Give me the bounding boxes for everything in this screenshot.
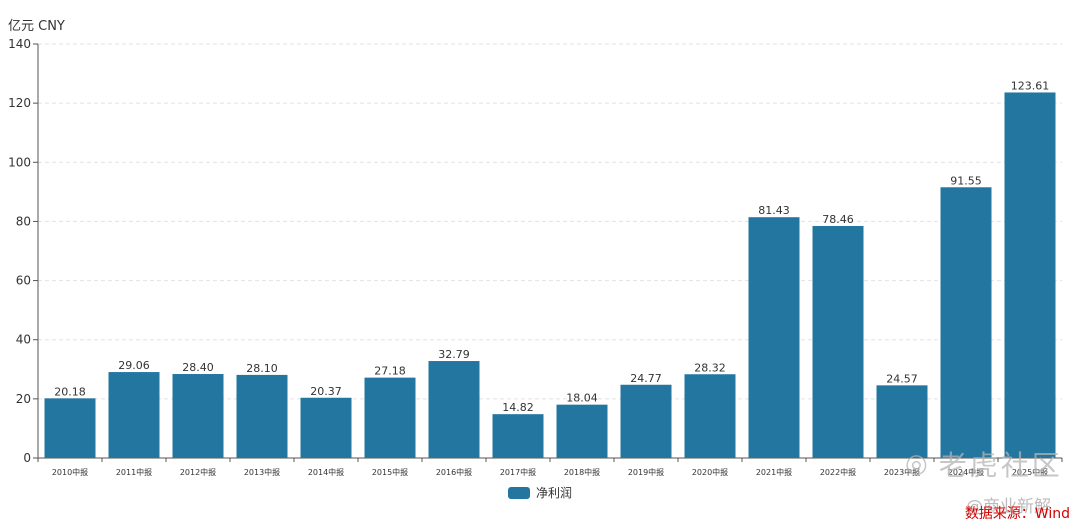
x-tick-label: 2015中报 bbox=[372, 467, 408, 477]
x-tick-label: 2012中报 bbox=[180, 467, 216, 477]
x-tick-label: 2013中报 bbox=[244, 467, 280, 477]
watermark: ◎ 老虎社区 bbox=[905, 444, 1063, 484]
x-tick-label: 2021中报 bbox=[756, 467, 792, 477]
watermark-sub: @商业新解 bbox=[966, 497, 1051, 517]
bar bbox=[1004, 92, 1056, 458]
y-tick-label: 140 bbox=[8, 37, 31, 51]
bar bbox=[428, 361, 480, 458]
data-label: 14.82 bbox=[502, 401, 534, 414]
x-tick-label: 2024中报 bbox=[948, 467, 984, 477]
y-tick-label: 120 bbox=[8, 96, 31, 110]
tiger-logo-icon: ◎ bbox=[905, 449, 931, 479]
bar bbox=[300, 397, 352, 458]
legend[interactable]: 净利润 bbox=[508, 484, 572, 501]
y-tick-label: 0 bbox=[23, 451, 31, 465]
bar bbox=[684, 374, 736, 458]
x-tick-label: 2019中报 bbox=[628, 467, 664, 477]
data-label: 24.57 bbox=[886, 372, 918, 385]
x-tick-label: 2018中报 bbox=[564, 467, 600, 477]
bar bbox=[236, 374, 288, 458]
data-label: 28.40 bbox=[182, 361, 214, 374]
data-label: 20.37 bbox=[310, 385, 342, 398]
y-tick-label: 80 bbox=[16, 214, 31, 228]
y-tick-label: 20 bbox=[16, 392, 31, 406]
watermark-text: 老虎社区 bbox=[938, 449, 1063, 482]
data-label: 123.61 bbox=[1011, 79, 1050, 92]
data-label: 24.77 bbox=[630, 372, 662, 385]
source-note: 数据来源：Wind bbox=[964, 506, 1070, 522]
bar bbox=[812, 225, 864, 458]
bar bbox=[108, 372, 160, 458]
x-tick-label: 2020中报 bbox=[692, 467, 728, 477]
legend-label: 净利润 bbox=[536, 486, 573, 500]
data-label: 91.55 bbox=[950, 174, 982, 187]
bar bbox=[44, 398, 96, 458]
bar bbox=[620, 384, 672, 458]
bar bbox=[876, 385, 928, 458]
data-label: 18.04 bbox=[566, 392, 598, 405]
y-tick-label: 60 bbox=[16, 274, 31, 288]
x-tick-label: 2010中报 bbox=[52, 467, 88, 477]
data-label: 28.10 bbox=[246, 362, 278, 375]
data-label: 78.46 bbox=[822, 213, 854, 226]
y-tick-label: 100 bbox=[8, 155, 31, 169]
bar bbox=[172, 374, 224, 458]
bar bbox=[492, 414, 544, 458]
x-tick-label: 2023中报 bbox=[884, 467, 920, 477]
data-label: 28.32 bbox=[694, 361, 726, 374]
data-label: 27.18 bbox=[374, 365, 406, 378]
bar bbox=[556, 404, 608, 458]
data-label: 29.06 bbox=[118, 359, 150, 372]
legend-swatch bbox=[508, 486, 530, 499]
bar bbox=[940, 187, 992, 459]
bar bbox=[364, 377, 416, 458]
x-tick-label: 2014中报 bbox=[308, 467, 344, 477]
y-axis-unit-label: 亿元 CNY bbox=[8, 19, 65, 34]
x-tick-label: 2017中报 bbox=[500, 467, 536, 477]
data-label: 20.18 bbox=[54, 385, 86, 398]
y-tick-label: 40 bbox=[16, 333, 31, 347]
x-tick-label: 2025中报 bbox=[1012, 467, 1048, 477]
x-tick-label: 2022中报 bbox=[820, 467, 856, 477]
x-tick-label: 2011中报 bbox=[116, 467, 152, 477]
data-label: 81.43 bbox=[758, 204, 790, 217]
data-label: 32.79 bbox=[438, 348, 470, 361]
x-tick-label: 2016中报 bbox=[436, 467, 472, 477]
bar bbox=[748, 217, 800, 458]
